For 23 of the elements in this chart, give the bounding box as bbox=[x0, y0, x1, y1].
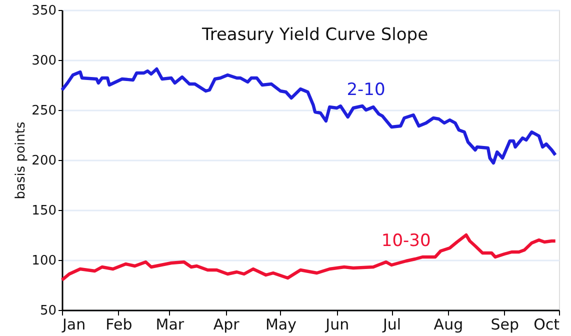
series-label: 2-10 bbox=[346, 80, 386, 100]
x-tick-label: Feb bbox=[106, 316, 132, 334]
x-tick-label: Mar bbox=[156, 316, 185, 334]
x-tick-label: May bbox=[265, 316, 297, 334]
series-label: 10-30 bbox=[381, 231, 431, 251]
y-tick-label: 300 bbox=[32, 54, 56, 68]
y-tick-label: 150 bbox=[32, 204, 56, 218]
y-tick-label: 200 bbox=[32, 154, 56, 168]
y-tick-label: 100 bbox=[32, 254, 56, 268]
x-tick-label: Oct bbox=[534, 316, 560, 334]
x-tick-label: Aug bbox=[434, 316, 464, 334]
x-tick-label: Jun bbox=[324, 316, 350, 334]
x-tick-label: Jan bbox=[62, 316, 86, 334]
x-tick-label: Sep bbox=[490, 316, 520, 334]
y-tick-label: 350 bbox=[32, 4, 56, 18]
x-tick-label: Apr bbox=[213, 316, 240, 334]
y-tick-label: 250 bbox=[32, 104, 56, 118]
x-tick-label: Jul bbox=[382, 316, 402, 334]
y-tick-label: 50 bbox=[40, 304, 56, 318]
line-series bbox=[60, 67, 557, 165]
line-series bbox=[60, 233, 557, 282]
text: Treasury Yield Curve Slope bbox=[200, 25, 428, 45]
y-axis-title: basis points bbox=[14, 122, 29, 200]
